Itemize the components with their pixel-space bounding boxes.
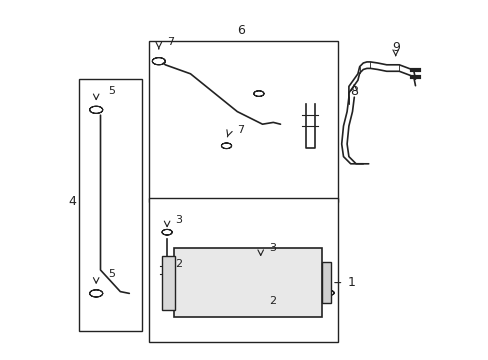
Text: 3: 3: [268, 243, 276, 253]
Bar: [149, 41, 337, 202]
Text: 8: 8: [349, 85, 358, 98]
Bar: [162, 256, 175, 310]
Text: 2: 2: [268, 296, 276, 306]
Bar: [321, 262, 330, 303]
Bar: [149, 198, 337, 342]
Text: 5: 5: [107, 86, 115, 96]
Text: 6: 6: [237, 24, 244, 37]
Text: 5: 5: [107, 269, 115, 279]
Text: 7: 7: [167, 37, 174, 48]
Text: 9: 9: [391, 41, 399, 54]
Text: 2: 2: [175, 258, 182, 269]
Text: 4: 4: [68, 195, 76, 208]
Bar: [79, 79, 142, 331]
Bar: [174, 248, 321, 317]
Text: 7: 7: [236, 125, 243, 135]
Text: 3: 3: [175, 215, 182, 225]
Text: 1: 1: [347, 276, 355, 289]
